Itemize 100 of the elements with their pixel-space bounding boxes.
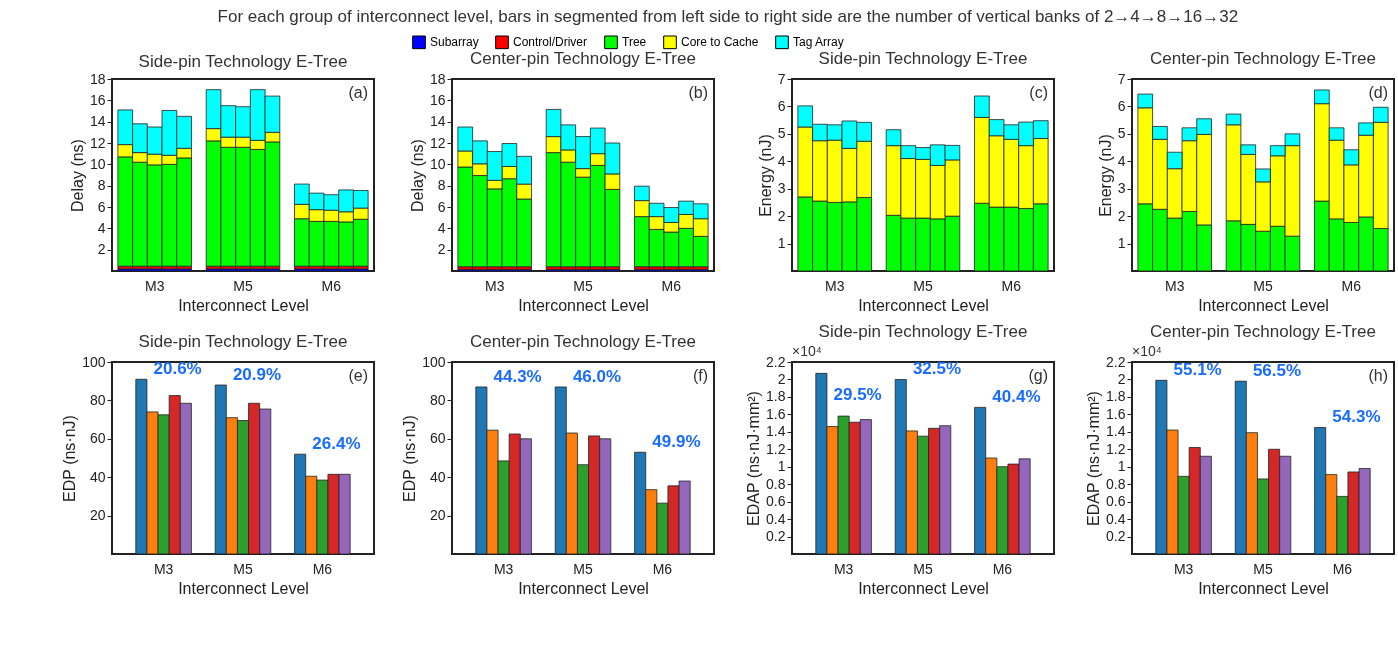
annotation: 26.4% (312, 434, 361, 454)
x-tick-label: M3 (144, 277, 165, 294)
y-tick-label: 5 (777, 125, 786, 142)
x-tick-label: M6 (321, 277, 342, 294)
y-tick-label: 6 (97, 198, 106, 215)
annotation: (d) (1368, 84, 1388, 101)
y-tick-label: 12 (89, 134, 106, 151)
y-tick-label: 2 (97, 241, 106, 258)
y-tick-label: 100 (422, 353, 446, 370)
annotation: (c) (1029, 84, 1048, 101)
annotation: 32.5% (912, 359, 962, 379)
x-tick-label: M5 (233, 560, 253, 577)
legend-label: Tree (622, 35, 647, 50)
y-tick-label: 7 (1117, 70, 1126, 87)
x-tick-label: M3 (153, 560, 174, 577)
y-tick-label: 4 (777, 152, 786, 169)
legend-label: Control/Driver (513, 35, 588, 50)
text: ×10⁴ (792, 343, 822, 359)
legend-label: Tag Array (793, 35, 844, 50)
annotation: 20.6% (153, 359, 202, 379)
annotation: (h) (1368, 367, 1388, 384)
text: For each group of interconnect level, bars in segmented from left side to right side are the number of vertical banks of 2→4→8→16→32 (217, 7, 1239, 26)
y-tick-label: 18 (89, 70, 106, 87)
y-tick-label: 0.4 (766, 510, 786, 527)
x-tick-label: M5 (233, 277, 253, 294)
y-axis-title: Energy (nJ) (756, 134, 774, 217)
x-tick-label: M6 (312, 560, 333, 577)
chart-title: Side-pin Technology E-Tree (138, 52, 348, 71)
y-tick-label: 100 (82, 353, 106, 370)
x-tick-label: M5 (1253, 560, 1273, 577)
y-tick-label: 8 (97, 177, 106, 194)
y-axis-title: EDP (ns·nJ) (61, 415, 79, 502)
annotation: 55.1% (1173, 360, 1222, 380)
x-axis-title: Interconnect Level (518, 579, 649, 597)
y-axis-title: EDAP (ns·nJ·mm²) (745, 391, 763, 526)
y-tick-label: 16 (89, 91, 106, 108)
y-axis-title: EDP (ns·nJ) (401, 415, 419, 502)
y-tick-label: 1.8 (766, 388, 786, 405)
x-tick-label: M3 (484, 277, 505, 294)
chart-title: Center-pin Technology E-Tree (470, 332, 696, 351)
x-tick-label: M3 (1173, 560, 1194, 577)
y-tick-label: 5 (1117, 125, 1126, 142)
y-axis-title: Energy (nJ) (1096, 134, 1114, 217)
y-tick-label: 8 (437, 177, 446, 194)
y-axis-title: Delay (ns) (68, 139, 86, 212)
y-tick-label: 1.2 (766, 440, 786, 457)
y-tick-label: 1.8 (1106, 388, 1126, 405)
y-tick-label: 2.2 (766, 353, 786, 370)
annotation: 49.9% (652, 432, 701, 452)
y-tick-label: 6 (437, 198, 446, 215)
y-tick-label: 12 (429, 134, 446, 151)
y-tick-label: 10 (429, 155, 446, 172)
x-tick-label: M5 (1253, 277, 1273, 294)
x-axis-title: Interconnect Level (518, 296, 649, 314)
y-tick-label: 0.8 (766, 475, 786, 492)
y-axis-title: Delay (ns) (408, 139, 426, 212)
x-axis-title: Interconnect Level (1198, 296, 1329, 314)
y-tick-label: 16 (429, 91, 446, 108)
y-tick-label: 1.4 (1106, 423, 1126, 440)
y-tick-label: 2 (777, 207, 786, 224)
annotation: (g) (1028, 367, 1048, 384)
y-tick-label: 80 (429, 391, 446, 408)
chart-title: Side-pin Technology E-Tree (818, 49, 1028, 68)
y-axis-title: EDAP (ns·nJ·mm²) (1085, 391, 1103, 526)
y-tick-label: 18 (429, 70, 446, 87)
y-tick-label: 2.2 (1106, 353, 1126, 370)
y-tick-label: 14 (429, 113, 446, 130)
y-tick-label: 4 (437, 219, 446, 236)
y-tick-label: 1 (777, 235, 786, 252)
y-tick-label: 80 (89, 391, 106, 408)
x-axis-title: Interconnect Level (1198, 579, 1329, 597)
x-tick-label: M5 (573, 277, 593, 294)
chart-title: Side-pin Technology E-Tree (138, 332, 348, 351)
y-tick-label: 6 (1117, 97, 1126, 114)
annotation: (b) (688, 84, 708, 101)
y-tick-label: 0.8 (1106, 475, 1126, 492)
y-tick-label: 60 (89, 430, 106, 447)
x-tick-label: M3 (833, 560, 854, 577)
x-tick-label: M3 (1164, 277, 1185, 294)
x-tick-label: M3 (493, 560, 514, 577)
chart-title: Center-pin Technology E-Tree (1150, 322, 1376, 341)
y-tick-label: 6 (777, 97, 786, 114)
y-tick-label: 20 (429, 507, 446, 524)
y-tick-label: 2 (1117, 207, 1126, 224)
annotation: 29.5% (833, 385, 882, 405)
x-axis-title: Interconnect Level (178, 579, 309, 597)
text: ×10⁴ (1132, 343, 1162, 359)
y-tick-label: 2 (777, 370, 786, 387)
y-tick-label: 40 (89, 468, 106, 485)
y-tick-label: 0.2 (1106, 528, 1126, 545)
annotation: 56.5% (1252, 361, 1302, 381)
x-tick-label: M5 (913, 560, 933, 577)
x-axis-title: Interconnect Level (858, 579, 989, 597)
annotation: 40.4% (992, 387, 1041, 407)
x-tick-label: M6 (1001, 277, 1022, 294)
annotation: (f) (692, 367, 708, 384)
x-tick-label: M3 (824, 277, 845, 294)
chart-title: Center-pin Technology E-Tree (1150, 49, 1376, 68)
y-tick-label: 14 (89, 113, 106, 130)
annotation: (a) (348, 84, 368, 101)
